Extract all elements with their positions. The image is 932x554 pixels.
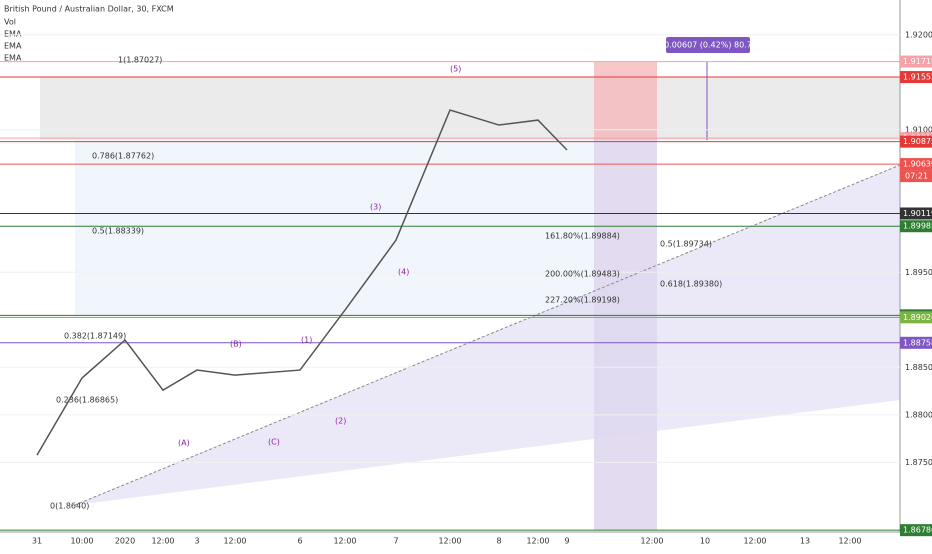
range-box — [40, 77, 900, 140]
x-tick-label: 31 — [32, 537, 42, 546]
x-tick-label: 12:00 — [223, 537, 246, 546]
countdown-tag — [900, 170, 932, 183]
price-tag-label: 1.90875 — [903, 137, 932, 146]
indicator: Vol — [4, 18, 16, 27]
annotation: 0.786(1.87762) — [92, 152, 154, 161]
x-tick-label: 2020 — [115, 537, 135, 546]
annotation: 0.5(1.88339) — [92, 227, 144, 236]
chart-title: British Pound / Australian Dollar, 30, F… — [4, 5, 174, 14]
measure-box — [666, 37, 750, 53]
x-tick-label: 3 — [194, 537, 199, 546]
annotation: 200.00%(1.89483) — [545, 270, 620, 279]
price-tag — [900, 524, 932, 537]
measure-text: 0.00607 (0.42%) 80.7 — [664, 41, 752, 50]
x-tick-label: 9 — [564, 537, 569, 546]
annotation: (2) — [335, 417, 346, 426]
indicator: EMA — [4, 30, 22, 39]
annotation: 227.20%(1.89198) — [545, 296, 620, 305]
indicator: EMA — [4, 54, 22, 63]
x-tick-label: 12:00 — [151, 537, 174, 546]
y-tick-label: 1.89500 — [905, 268, 932, 277]
annotation: (4) — [398, 268, 409, 277]
price-tag — [900, 135, 932, 148]
indicator: EMA — [4, 42, 22, 51]
stop-zone — [594, 62, 657, 140]
price-tag-label: 1.90119 — [903, 209, 932, 218]
price-tag-label: 1.90639 — [903, 160, 932, 169]
price-tag — [900, 55, 932, 68]
price-tag — [900, 311, 932, 324]
annotation: 0(1.8640) — [50, 502, 89, 511]
price-tag-label: 1.89026 — [903, 313, 932, 322]
price-tag-label: 1.91555 — [903, 73, 932, 82]
price-tag — [900, 336, 932, 349]
annotation: (5) — [450, 65, 461, 74]
x-tick-label: 12:00 — [438, 537, 461, 546]
x-tick-label: 8 — [496, 537, 501, 546]
annotation: 0.382(1.87149) — [64, 332, 126, 341]
annotation: (1) — [301, 336, 312, 345]
annotation: 161.80%(1.89884) — [545, 232, 620, 241]
x-tick-label: 12:00 — [838, 537, 861, 546]
x-tick-label: 10 — [700, 537, 710, 546]
price-tag-label: 1.91718 — [903, 57, 932, 66]
y-tick-label: 1.88500 — [905, 363, 932, 372]
price-tag-label: 1.88758 — [903, 338, 932, 347]
y-tick-label: 1.88000 — [905, 410, 932, 419]
y-tick-label: 1.91000 — [905, 125, 932, 134]
price-tag — [900, 71, 932, 84]
countdown: 07:21 — [905, 172, 928, 181]
x-tick-label: 12:00 — [743, 537, 766, 546]
annotation: 1(1.87027) — [118, 56, 162, 65]
annotation: 0.236(1.86865) — [56, 396, 118, 405]
annotation: 0.5(1.89734) — [660, 240, 712, 249]
price-tag-label: 1.89985 — [903, 222, 932, 231]
x-tick-label: 10:00 — [70, 537, 93, 546]
x-tick-label: 6 — [297, 537, 302, 546]
price-tag — [900, 220, 932, 233]
price-line-series — [36, 109, 568, 456]
x-tick-label: 7 — [393, 537, 398, 546]
annotation: (3) — [370, 203, 381, 212]
annotation: 0.618(1.89380) — [660, 280, 722, 289]
y-tick-label: 1.92000 — [905, 30, 932, 39]
x-tick-label: 12:00 — [526, 537, 549, 546]
annotation: (A) — [178, 439, 190, 448]
x-tick-label: 12:00 — [333, 537, 356, 546]
x-tick-label: 12:00 — [640, 537, 663, 546]
fib-zone — [75, 140, 595, 315]
price-tag-label: 1.86786 — [903, 526, 932, 535]
x-tick-label: 13 — [800, 537, 810, 546]
price-tag — [900, 207, 932, 220]
y-tick-label: 1.87500 — [905, 458, 932, 467]
trend-line — [74, 164, 901, 506]
annotation: (C) — [268, 438, 280, 447]
annotation: (B) — [230, 340, 242, 349]
price-tag — [900, 158, 932, 171]
